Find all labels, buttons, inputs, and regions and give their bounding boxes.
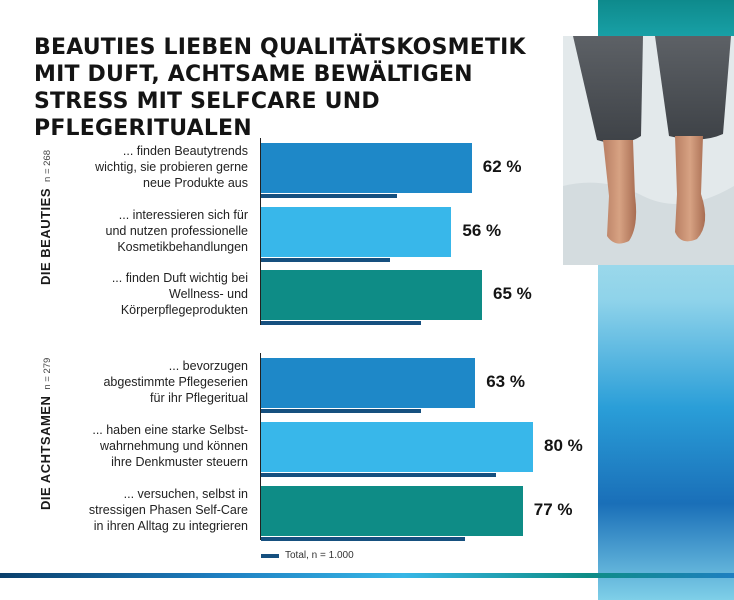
category-label-line: ... interessieren sich für	[118, 208, 248, 222]
bar-segment	[261, 270, 482, 320]
legend: Total, n = 1.000	[261, 550, 354, 561]
category-label: ... versuchen, selbst in stressigen Phase…	[60, 486, 248, 534]
category-label-line: ... versuchen, selbst in	[123, 487, 248, 501]
category-label-line: ... bevorzugen	[168, 359, 248, 373]
category-label-line: Kosmetikbehandlungen	[117, 240, 248, 254]
category-label-line: für ihr Pflegeritual	[150, 391, 248, 405]
bar-segment	[261, 422, 533, 472]
feet-on-sand-photo	[563, 36, 734, 265]
category-label: ... bevorzugen abgestimmte Pflegeserien fü…	[60, 358, 248, 406]
value-label: 77 %	[533, 500, 573, 519]
category-label: ... haben eine starke Selbst-wahrnehmung…	[60, 422, 248, 470]
value-label: 56 %	[462, 221, 502, 240]
category-label-line: ... finden Beautytrends	[122, 144, 248, 158]
value-label: 65 %	[493, 284, 532, 303]
bar-total	[261, 409, 421, 413]
category-label: ... finden Beautytrends wichtig, sie prob…	[60, 143, 248, 191]
category-label-line: ihre Denkmuster steuern	[111, 455, 248, 469]
category-label-line: in ihren Alltag zu integrieren	[93, 519, 248, 533]
axis-line-achtsamen	[260, 353, 261, 540]
bar-segment	[261, 143, 472, 193]
bar-total	[261, 537, 465, 541]
value-label: 63 %	[486, 372, 525, 391]
bar-total	[261, 321, 421, 325]
axis-line-beauties	[260, 138, 261, 325]
bar-segment	[261, 486, 523, 536]
category-label-line: Körperpflegeprodukten	[120, 303, 248, 317]
category-label-line: und nutzen professionelle	[105, 224, 248, 238]
bar-segment	[261, 207, 452, 257]
chart-title: BEAUTIES LIEBEN QUALITÄTSKOSMETIK MIT DU…	[34, 35, 526, 141]
legend-swatch-total	[261, 553, 279, 558]
feet-photo-illustration	[563, 36, 734, 265]
bar-segment	[261, 358, 476, 408]
bar-total	[261, 473, 496, 477]
legend-label: Total, n = 1.000	[285, 550, 354, 561]
category-label: ... finden Duft wichtig bei Wellness- und…	[60, 270, 248, 318]
group-sample-size: n = 268	[42, 150, 53, 182]
group-name: DIE ACHTSAMEN	[38, 395, 53, 510]
category-label-line: stressigen Phasen Self-Care	[88, 503, 248, 517]
category-label-line: abgestimmte Pflegeserien	[103, 375, 248, 389]
group-name: DIE BEAUTIES	[38, 187, 53, 285]
bar-total	[261, 258, 391, 262]
bottom-gradient-band	[0, 573, 734, 578]
bar-total	[261, 194, 397, 198]
group-label-achtsamen: DIE ACHTSAMEN n = 279	[38, 358, 53, 510]
category-label-line: ... finden Duft wichtig bei	[111, 271, 248, 285]
category-label-line: ... haben eine starke Selbst-	[92, 423, 248, 437]
category-label-line: Wellness- und	[169, 287, 248, 301]
group-label-beauties: DIE BEAUTIES n = 268	[38, 150, 53, 285]
category-label: ... interessieren sich für und nutzen pro…	[60, 207, 248, 255]
category-label-line: neue Produkte aus	[143, 176, 248, 190]
category-label-line: wahrnehmung und können	[99, 439, 248, 453]
category-label-line: wichtig, sie probieren gerne	[95, 160, 248, 174]
group-sample-size: n = 279	[42, 357, 53, 390]
value-label: 80 %	[544, 436, 583, 455]
value-label: 62 %	[482, 157, 522, 176]
